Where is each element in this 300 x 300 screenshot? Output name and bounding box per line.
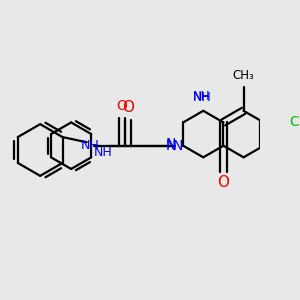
Text: N: N (166, 139, 176, 153)
Text: O: O (218, 175, 230, 190)
Text: N: N (166, 137, 176, 151)
Text: NH: NH (193, 90, 210, 103)
Text: O: O (116, 99, 128, 113)
Text: NH: NH (94, 146, 112, 159)
Text: CH₃: CH₃ (233, 69, 254, 82)
Text: NH: NH (81, 139, 100, 152)
Text: O: O (122, 100, 134, 115)
Text: Cl: Cl (290, 116, 300, 129)
Text: NH: NH (193, 91, 212, 103)
Text: N: N (173, 139, 183, 153)
